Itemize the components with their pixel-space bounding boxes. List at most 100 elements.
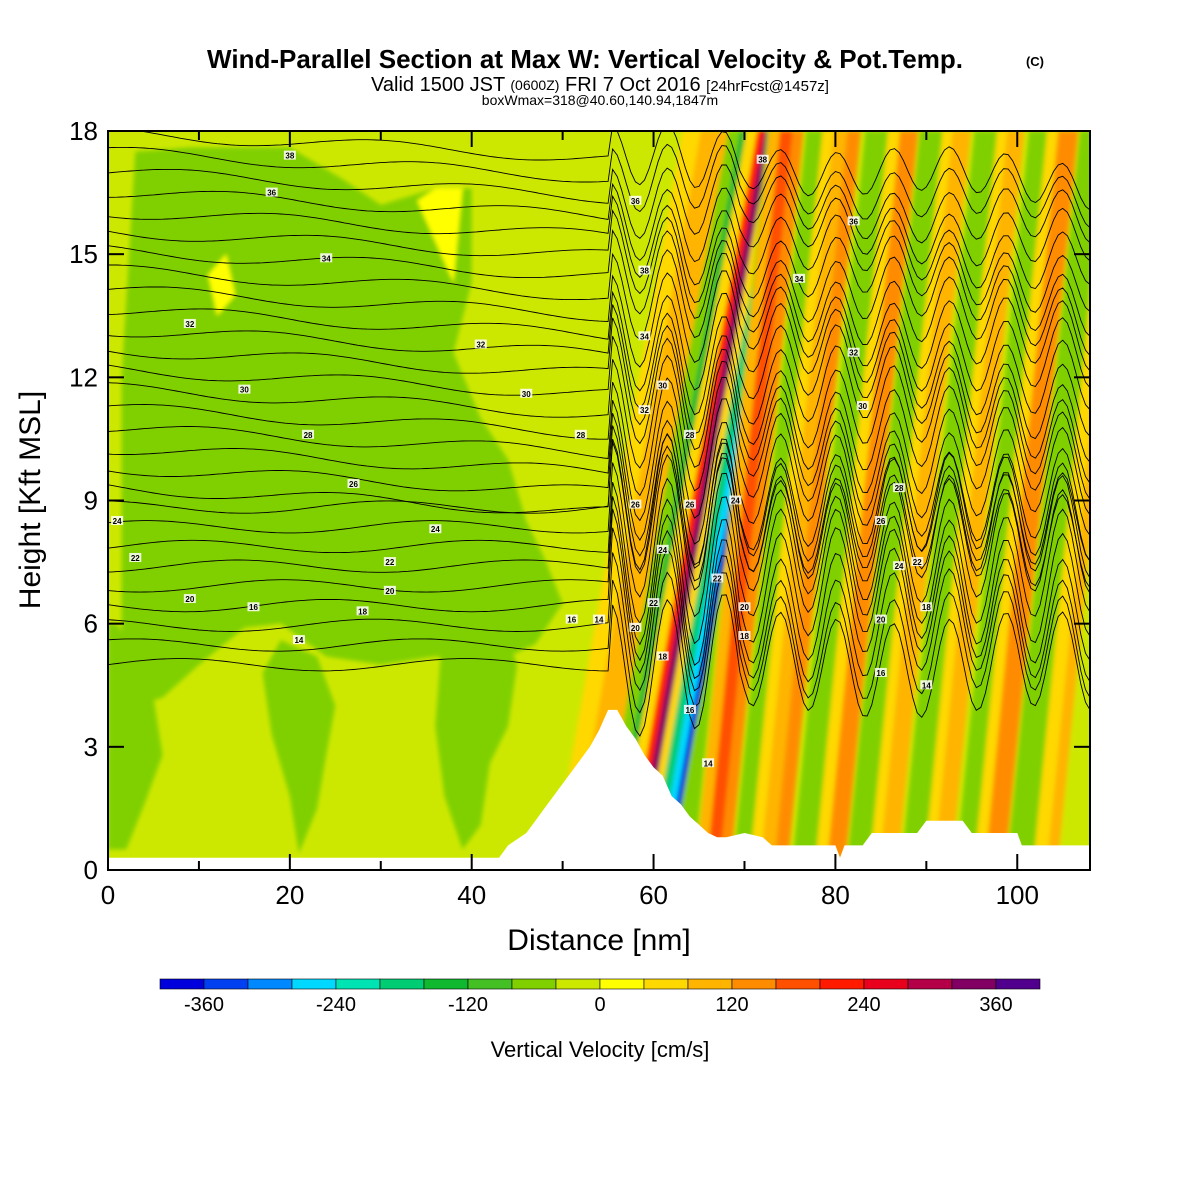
lee-wave-band [902,131,998,858]
colorbar-swatch [291,978,337,990]
lee-wave-band [750,131,834,858]
svg-text:24: 24 [113,517,122,526]
lee-wave-band [985,131,1079,858]
theta-contour [108,209,1090,313]
theta-contour-label: 34 [320,253,333,263]
svg-text:36: 36 [631,197,640,206]
colorbar-swatch [687,978,733,990]
y-tick-label: 18 [69,116,98,146]
x-tick-label: 80 [821,880,850,910]
field-region-neutral [417,188,463,283]
lee-wave-band [696,131,780,858]
theta-contour-label: 30 [520,388,533,399]
colorbar-swatch [599,978,645,990]
svg-text:38: 38 [285,152,294,161]
theta-contour-label: 18 [920,602,933,612]
colorbar-tick-label: 120 [715,994,748,1016]
colorbar-swatch [907,978,953,990]
colorbar-tick-label: -120 [448,994,488,1016]
y-tick-label: 15 [69,239,98,269]
svg-text:20: 20 [385,587,394,596]
theta-contour-label: 32 [638,405,651,415]
colorbar-swatch [467,978,513,990]
theta-contour-label: 22 [711,573,724,584]
theta-contour [108,508,1090,666]
theta-contour [108,290,1090,392]
svg-text:24: 24 [658,546,667,555]
svg-text:34: 34 [640,332,649,341]
chart-subtitle: Valid 1500 JST (0600Z) FRI 7 Oct 2016 [2… [371,74,829,96]
theta-contour [108,496,1090,646]
theta-contour-label: 32 [847,347,860,358]
colorbar-label: Vertical Velocity [cm/s] [491,1037,710,1062]
chart-title: Wind-Parallel Section at Max W: Vertical… [207,44,963,74]
lee-wave-band [707,131,793,858]
theta-contour-label: 18 [738,630,751,641]
svg-text:36: 36 [849,217,858,226]
svg-text:28: 28 [304,431,313,440]
colorbar-swatch [511,978,557,990]
theta-contour [108,527,1090,680]
colorbar-swatch [203,978,249,990]
y-tick-label: 6 [84,609,98,639]
colorbar-swatch [643,978,689,990]
svg-text:18: 18 [740,632,749,641]
theta-contour-label: 24 [893,561,906,571]
y-axis-label: Height [Kft MSL] [14,391,47,609]
svg-text:34: 34 [322,254,331,263]
svg-text:36: 36 [267,189,276,198]
colorbar-swatch [555,978,601,990]
theta-contour-label: 36 [847,216,860,226]
colorbar: -360 -240 -120 0 120 240 360 [159,978,1041,1016]
y-tick-label: 12 [69,362,98,392]
theta-contour-label: 16 [247,602,260,612]
theta-contour-label: 16 [874,667,887,678]
theta-contour-label: 38 [283,150,296,161]
theta-contour-label: 36 [629,195,642,206]
svg-text:28: 28 [576,431,585,440]
svg-text:26: 26 [349,480,358,489]
svg-text:38: 38 [758,156,767,165]
svg-text:18: 18 [358,607,367,616]
theta-contour-label: 24 [729,495,742,506]
svg-text:32: 32 [849,349,858,358]
lee-wave-band [1033,295,1090,858]
theta-contour [108,425,1090,566]
theta-contour-label: 22 [911,557,924,567]
theta-contour [108,336,1090,463]
lee-wave-band [1047,432,1090,858]
theta-contour [108,472,1090,625]
y-tick-label: 3 [84,732,98,762]
svg-text:16: 16 [567,616,576,625]
theta-contour [108,317,1090,440]
theta-contour [108,377,1090,500]
svg-text:18: 18 [922,603,931,612]
svg-text:20: 20 [631,624,640,633]
theta-contour-label: 16 [565,614,578,625]
svg-text:20: 20 [740,603,749,612]
colorbar-swatch [775,978,821,990]
colorbar-tick-label: -360 [184,994,224,1016]
theta-contour-label: 14 [702,758,715,768]
theta-contour [108,442,1090,589]
theta-contour [108,594,1090,737]
theta-contour-label: 22 [647,598,660,608]
lee-wave-band [1060,559,1090,858]
field-region-neutral [208,254,236,316]
theta-contour-label: 20 [383,585,396,596]
lee-wave-band [847,131,943,858]
copyright-mark: (C) [1026,54,1044,69]
theta-contour-label: 38 [638,265,651,276]
theta-contour-label: 28 [574,429,587,440]
theta-contour [108,412,1090,545]
theta-contour-label: 28 [683,429,696,440]
svg-text:18: 18 [658,653,667,662]
svg-text:30: 30 [858,402,867,411]
theta-contour-label: 20 [874,614,887,625]
colorbar-swatch [863,978,909,990]
x-tick-label: 100 [996,880,1039,910]
x-tick-label: 40 [457,880,486,910]
theta-contour [108,143,1090,229]
theta-contour-label: 34 [793,273,806,284]
